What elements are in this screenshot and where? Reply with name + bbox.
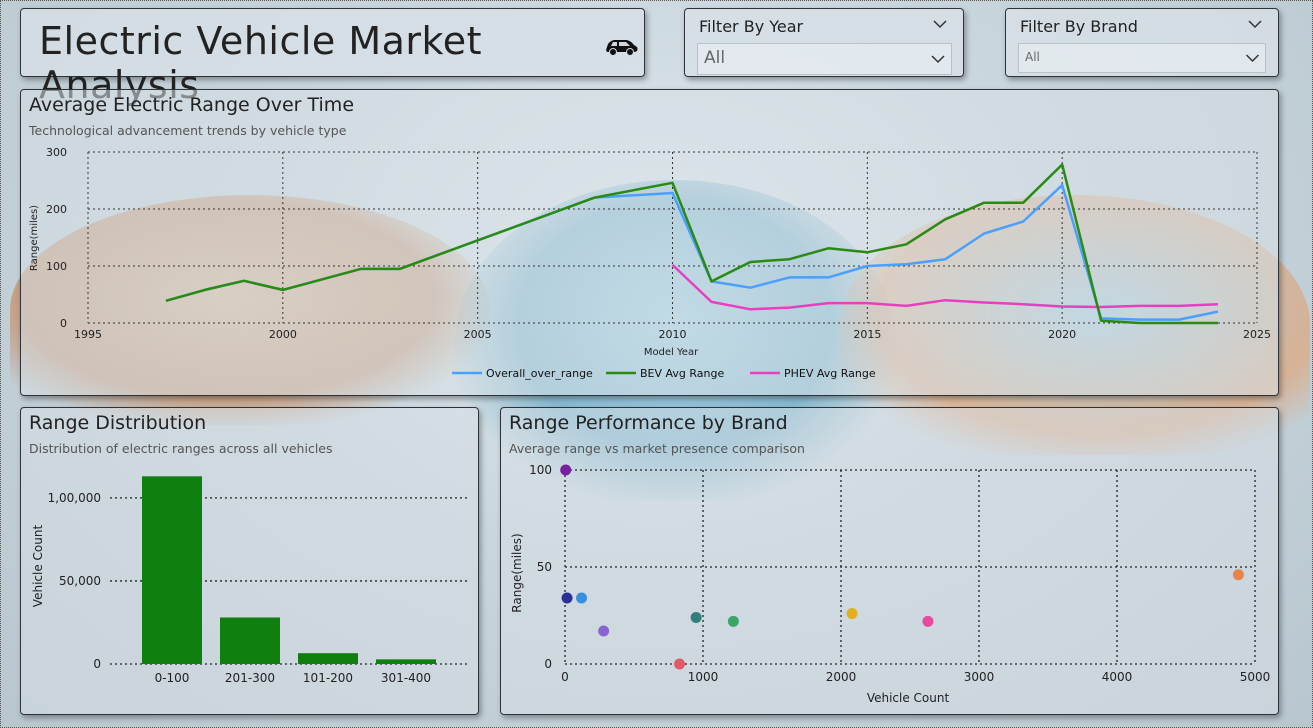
- chevron-down-icon[interactable]: [930, 54, 946, 64]
- line-chart-x-tick: 1995: [74, 328, 102, 341]
- scatter-y-axis-label: Range(miles): [510, 533, 524, 612]
- bar-chart-y-tick: 50,000: [59, 574, 101, 588]
- line-chart-y-tick: 0: [60, 317, 67, 330]
- scatter-x-tick: 3000: [964, 670, 995, 684]
- car-icon: [606, 40, 638, 56]
- bar-chart-subtitle: Distribution of electric ranges across a…: [29, 441, 333, 456]
- line-chart-x-tick: 2000: [269, 328, 297, 341]
- line-chart-y-axis-label: Range(miles): [29, 205, 40, 271]
- brand-dropdown-value: All: [1025, 50, 1040, 64]
- bar-301-400: [376, 659, 436, 664]
- line-chart-x-tick: 2010: [659, 328, 687, 341]
- year-filter-label: Filter By Year: [699, 17, 804, 36]
- line-series-phev-avg-range: [671, 263, 1219, 311]
- scatter-point: [674, 658, 686, 670]
- scatter-point: [1232, 569, 1244, 581]
- line-chart-x-axis-label: Model Year: [644, 347, 699, 358]
- bar-chart-x-tick: 301-400: [381, 671, 431, 685]
- bar-chart-y-axis-label: Vehicle Count: [31, 525, 45, 608]
- scatter-x-tick: 1000: [688, 670, 719, 684]
- bar-chart-x-tick: 101-200: [303, 671, 353, 685]
- scatter-x-tick: 0: [561, 670, 569, 684]
- scatter-point: [922, 615, 934, 627]
- scatter-chart-title: Range Performance by Brand: [509, 412, 788, 434]
- year-dropdown-value: All: [704, 48, 726, 68]
- title-card: Electric Vehicle Market Analysis: [20, 8, 645, 107]
- scatter-point: [846, 608, 858, 620]
- page-title: Electric Vehicle Market Analysis: [39, 19, 482, 107]
- chevron-down-icon[interactable]: [1245, 53, 1260, 63]
- line-chart-y-tick: 300: [46, 146, 67, 159]
- year-dropdown[interactable]: All: [697, 43, 952, 75]
- brand-filter[interactable]: Filter By Brand All: [1005, 8, 1279, 77]
- legend-label: Overall_over_range: [486, 367, 593, 380]
- line-chart-subtitle: Technological advancement trends by vehi…: [29, 123, 347, 138]
- line-chart-y-tick: 200: [46, 203, 67, 216]
- scatter-point: [598, 625, 610, 637]
- line-chart-x-tick: 2015: [853, 328, 881, 341]
- scatter-point: [561, 592, 573, 604]
- scatter-y-tick: 50: [537, 560, 552, 574]
- scatter-point: [560, 464, 572, 476]
- line-chart-title: Average Electric Range Over Time: [29, 94, 355, 116]
- line-chart-y-tick: 100: [46, 260, 67, 273]
- scatter-point: [727, 615, 739, 627]
- bar-chart-x-tick: 0-100: [155, 671, 190, 685]
- line-chart-x-tick: 2005: [464, 328, 492, 341]
- bar-chart-title: Range Distribution: [29, 412, 207, 434]
- line-chart-x-tick: 2020: [1048, 328, 1076, 341]
- scatter-point: [576, 592, 588, 604]
- range-over-time-card: Average Electric Range Over Time Technol…: [20, 89, 1279, 396]
- scatter-x-tick: 5000: [1240, 670, 1271, 684]
- legend-label: BEV Avg Range: [640, 367, 724, 380]
- scatter-chart-subtitle: Average range vs market presence compari…: [509, 441, 805, 456]
- scatter-y-tick: 0: [544, 657, 552, 671]
- brand-dropdown[interactable]: All: [1018, 43, 1266, 73]
- line-chart-x-tick: 2025: [1243, 328, 1271, 341]
- bar-chart-x-tick: 201-300: [225, 671, 275, 685]
- chevron-down-icon[interactable]: [1248, 19, 1262, 29]
- brand-performance-card: Range Performance by Brand Average range…: [500, 407, 1279, 715]
- bar-201-300: [220, 617, 280, 664]
- bar-0-100: [142, 476, 202, 664]
- scatter-y-tick: 100: [529, 463, 552, 477]
- chevron-down-icon[interactable]: [933, 19, 947, 29]
- line-series-bev-avg-range: [165, 163, 1218, 325]
- scatter-x-tick: 4000: [1102, 670, 1133, 684]
- scatter-point: [690, 611, 702, 623]
- year-filter[interactable]: Filter By Year All: [684, 8, 964, 77]
- scatter-x-tick: 2000: [826, 670, 857, 684]
- bar-chart-y-tick: 0: [93, 657, 101, 671]
- bar-chart-y-tick: 1,00,000: [48, 491, 101, 505]
- legend-label: PHEV Avg Range: [784, 367, 876, 380]
- scatter-x-axis-label: Vehicle Count: [867, 691, 950, 705]
- brand-filter-label: Filter By Brand: [1020, 17, 1138, 36]
- bar-101-200: [298, 653, 358, 664]
